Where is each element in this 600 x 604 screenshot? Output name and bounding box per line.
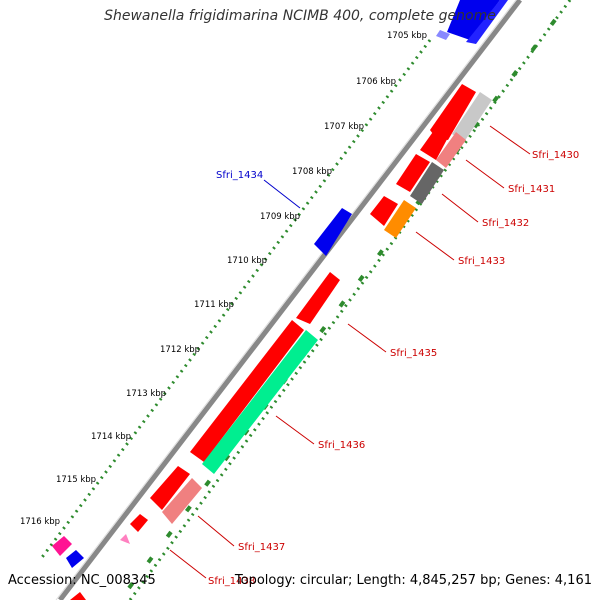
gene-label-group: Sfri_1430 Sfri_1431 Sfri_1432 Sfri_1433 Sfri…: [208, 150, 579, 587]
footer-bar: Accession: NC_008345 Topology: circular;…: [8, 573, 592, 591]
gene-label-sfri-1438[interactable]: Sfri_1438: [208, 576, 255, 587]
gene-sfri-1435[interactable]: [296, 272, 340, 324]
gene-sfri-1438-magenta[interactable]: [52, 536, 72, 556]
gene-sfri-1438-blue[interactable]: [66, 550, 84, 568]
gene-sfri-1432-gray[interactable]: [410, 162, 444, 204]
gene-sfri-1431-red[interactable]: [420, 122, 452, 160]
gene-sfri-1437-pink[interactable]: [162, 478, 202, 524]
tick-label: 1707 kbp: [324, 122, 364, 132]
gene-label-sfri-1435[interactable]: Sfri_1435: [390, 348, 437, 359]
gene-label-sfri-1431[interactable]: Sfri_1431: [508, 184, 555, 195]
tick-label: 1711 kbp: [194, 300, 234, 310]
tick-label: 1708 kbp: [292, 167, 332, 177]
outer-dotted-ring: [38, 39, 432, 561]
tick-label: 1705 kbp: [387, 31, 427, 41]
gene-sfri-1437-red[interactable]: [150, 466, 190, 510]
gene-label-sfri-1433[interactable]: Sfri_1433: [458, 256, 505, 267]
gene-bottom-red[interactable]: [70, 592, 86, 600]
gene-blue-top-1[interactable]: [447, 0, 500, 40]
gene-label-sfri-1430[interactable]: Sfri_1430: [532, 150, 579, 161]
topology-summary: Topology: circular; Length: 4,845,257 bp…: [234, 573, 592, 588]
accession-text: Accession: NC_008345: [8, 573, 156, 588]
gene-label-sfri-1432[interactable]: Sfri_1432: [482, 218, 529, 229]
tick-label: 1712 kbp: [160, 345, 200, 355]
tick-label: 1714 kbp: [91, 432, 131, 442]
genome-backbone-highlight: [55, 0, 517, 601]
gene-blue-top-2[interactable]: [466, 0, 508, 44]
gene-label-sfri-1436[interactable]: Sfri_1436: [318, 440, 365, 451]
gene-sfri-1433-orange[interactable]: [384, 200, 416, 238]
gene-lightblue-top[interactable]: [436, 30, 450, 40]
tick-label: 1706 kbp: [356, 77, 396, 87]
tick-label: 1709 kbp: [260, 212, 300, 222]
gene-features: [52, 0, 508, 600]
tick-label: 1713 kbp: [126, 389, 166, 399]
gene-sfri-1430-gray[interactable]: [452, 92, 492, 142]
tick-label-group: 1705 kbp 1706 kbp 1707 kbp 1708 kbp 1709 kbp…: [20, 31, 427, 527]
gene-sfri-1431-pink[interactable]: [436, 132, 466, 168]
gene-sfri-1434[interactable]: [314, 208, 352, 256]
label-leaders: [169, 125, 531, 579]
genome-backbone: [58, 0, 522, 602]
gene-sfri-1436-red[interactable]: [190, 320, 304, 462]
tick-label: 1715 kbp: [56, 475, 96, 485]
gene-label-sfri-1437[interactable]: Sfri_1437: [238, 542, 285, 553]
gene-sfri-1433-red[interactable]: [370, 196, 398, 226]
gene-small-pink[interactable]: [120, 534, 130, 544]
tick-label: 1716 kbp: [20, 517, 60, 527]
genome-title: Shewanella frigidimarina NCIMB 400, comp…: [104, 8, 496, 24]
inner-dotted-ring: [128, 0, 572, 601]
gene-sfri-1436-green[interactable]: [202, 330, 318, 474]
gene-sfri-1432-red[interactable]: [396, 154, 430, 192]
tick-label: 1710 kbp: [227, 256, 267, 266]
gene-label-sfri-1434[interactable]: Sfri_1434: [216, 170, 263, 181]
gene-small-red[interactable]: [130, 514, 148, 532]
